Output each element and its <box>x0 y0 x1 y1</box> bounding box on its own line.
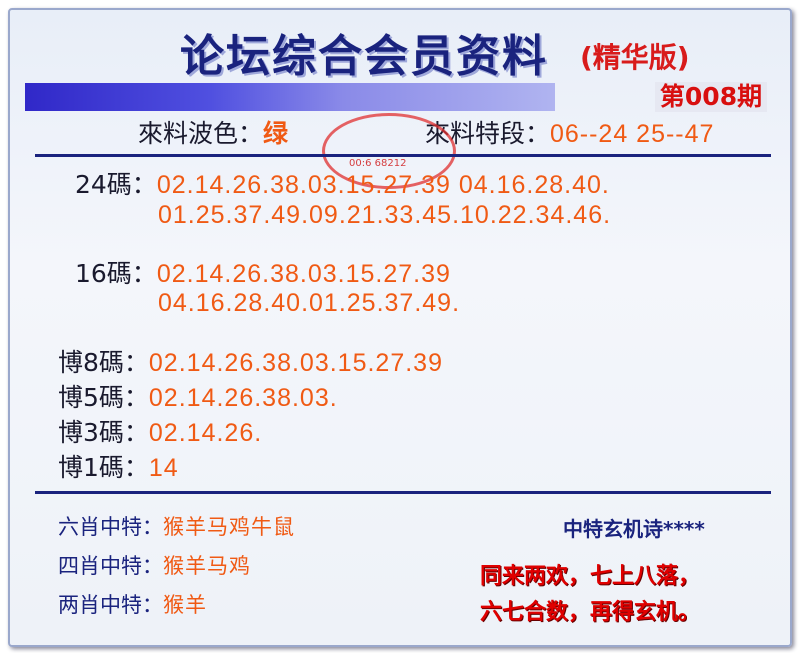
page-title: 论坛综合会员资料 <box>180 31 548 82</box>
segment-value: 06--24 25--47 <box>549 120 715 148</box>
pick-label: 16碼： <box>75 259 157 288</box>
poem-title: 中特玄机诗**** <box>563 517 705 541</box>
pick-numbers: 02.14.26.38.03.15.27.39 04.16.28.40. <box>156 171 610 199</box>
stamp-text: 00:6 68212 <box>349 158 407 169</box>
pick-bo1: 博1碼：14 <box>58 448 179 484</box>
pick-label: 博5碼： <box>58 383 149 412</box>
zodiac-label: 四肖中特： <box>58 554 163 578</box>
pick-label: 博3碼： <box>58 418 149 447</box>
zodiac-label: 两肖中特： <box>58 593 163 617</box>
pick-16: 16碼：02.14.26.38.03.15.27.39 <box>75 254 451 290</box>
pick-bo8: 博8碼：02.14.26.38.03.15.27.39 <box>58 343 443 379</box>
pick-numbers: 02.14.26.38.03.15.27.39 <box>148 349 443 377</box>
poem-line-1: 同来两欢，七上八落， <box>480 564 701 589</box>
pick-16-line2: 04.16.28.40.01.25.37.49. <box>158 288 460 318</box>
divider <box>35 154 771 157</box>
wave-label: 來料波色： <box>138 119 264 148</box>
zodiac-value: 猴羊马鸡牛鼠 <box>163 516 295 539</box>
pick-label: 24碼： <box>75 170 157 199</box>
zodiac-2: 两肖中特：猴羊 <box>58 589 207 619</box>
zodiac-value: 猴羊马鸡 <box>163 555 251 578</box>
pick-24-line2: 01.25.37.49.09.21.33.45.10.22.34.46. <box>158 200 611 230</box>
zodiac-label: 六肖中特： <box>58 515 163 539</box>
pick-bo3: 博3碼：02.14.26. <box>58 413 262 449</box>
pick-label: 博8碼： <box>58 348 149 377</box>
pick-numbers: 02.14.26. <box>148 419 263 447</box>
stamp-seal: 00:6 68212 <box>322 113 456 189</box>
zodiac-6: 六肖中特：猴羊马鸡牛鼠 <box>58 511 295 541</box>
pick-numbers: 14 <box>148 454 179 482</box>
decorative-bar <box>25 83 555 111</box>
pick-numbers: 02.14.26.38.03. <box>148 384 338 412</box>
pick-label: 博1碼： <box>58 453 149 482</box>
issue-number: 第008期 <box>655 82 767 112</box>
zodiac-value: 猴羊 <box>163 594 207 617</box>
edition-label: (精华版) <box>580 41 690 74</box>
pick-numbers: 04.16.28.40.01.25.37.49. <box>158 289 461 317</box>
zodiac-4: 四肖中特：猴羊马鸡 <box>58 550 251 580</box>
poem-line-2: 六七合数，再得玄机。 <box>480 600 701 625</box>
pick-24: 24碼：02.14.26.38.03.15.27.39 04.16.28.40. <box>75 165 610 201</box>
pick-numbers: 02.14.26.38.03.15.27.39 <box>156 260 451 288</box>
pick-bo5: 博5碼：02.14.26.38.03. <box>58 378 338 414</box>
wave-value: 绿 <box>263 120 290 148</box>
pick-numbers: 01.25.37.49.09.21.33.45.10.22.34.46. <box>158 201 612 229</box>
divider <box>35 491 771 494</box>
